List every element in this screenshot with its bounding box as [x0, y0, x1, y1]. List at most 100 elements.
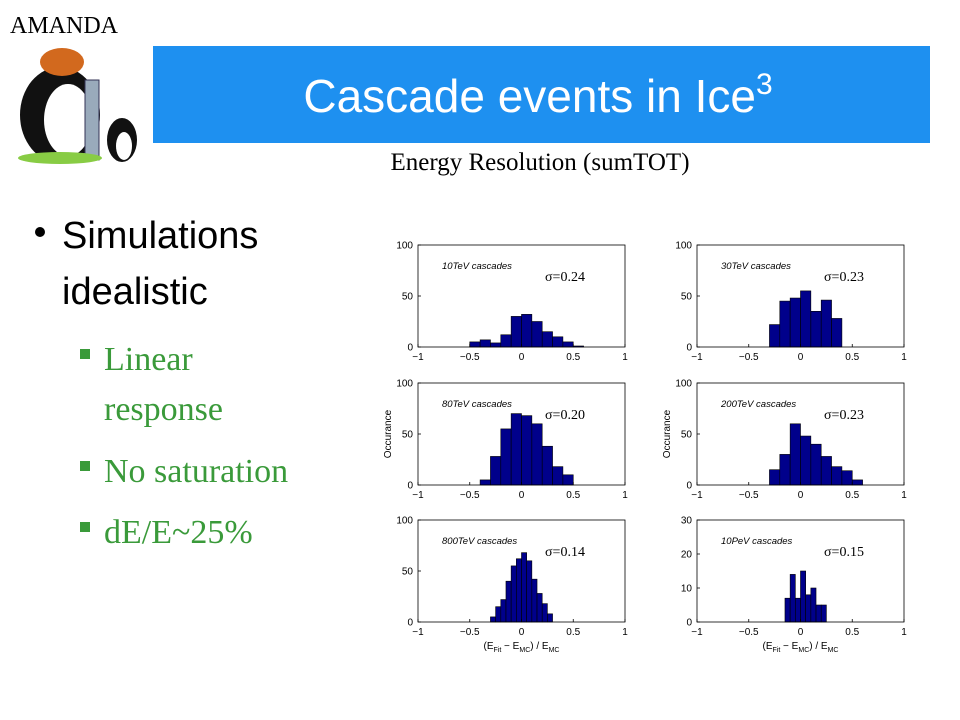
- panel-annotation: 30TeV cascades: [721, 261, 791, 272]
- bullet-line: Simulations: [62, 215, 258, 257]
- panel-annotation: 200TeV cascades: [720, 399, 796, 410]
- histogram-panel: −1 −0.5 0 0.5 1 0 50 100 80TeV cascades σ=0.20 Occ…: [383, 379, 628, 502]
- x-axis-label-subscript: MC: [549, 647, 560, 654]
- x-tick-label: −1: [412, 490, 424, 501]
- y-tick-label: 50: [681, 292, 693, 303]
- y-tick-label: 100: [396, 241, 413, 252]
- x-tick-label: 0.5: [566, 352, 580, 363]
- y-tick-label: 50: [402, 567, 414, 578]
- x-axis-label-part: (E: [763, 641, 773, 652]
- sub-bullet-marker: [80, 349, 90, 359]
- x-tick-label: 0.5: [845, 490, 859, 501]
- bullet-line: idealistic: [62, 271, 208, 313]
- y-axis-label: Occurance: [662, 409, 673, 458]
- histogram-bar: [831, 318, 843, 348]
- histogram-bar: [789, 423, 801, 486]
- histogram-bar: [851, 479, 863, 486]
- histogram-bar: [526, 560, 533, 623]
- title-text: Cascade events in Ice: [303, 70, 756, 122]
- histogram-bar: [541, 603, 548, 623]
- subtitle: Energy Resolution (sumTOT): [390, 149, 689, 176]
- x-tick-label: −0.5: [460, 627, 480, 638]
- histogram-bar: [769, 469, 781, 486]
- y-tick-label: 0: [407, 481, 413, 492]
- histogram-bar: [769, 324, 781, 348]
- x-axis-label-subscript: Fit: [773, 647, 781, 654]
- x-tick-label: 0.5: [566, 490, 580, 501]
- histogram-bar: [521, 415, 533, 486]
- histogram-bar: [531, 578, 538, 623]
- x-axis-label-part: − E: [501, 641, 519, 652]
- x-tick-label: 0: [798, 352, 804, 363]
- x-tick-label: −0.5: [460, 352, 480, 363]
- histogram-bar: [510, 565, 517, 623]
- sub-bullet-line: dE/E~25%: [104, 514, 253, 551]
- x-tick-label: 1: [901, 490, 907, 501]
- histogram-bar: [536, 593, 543, 623]
- histogram-bar: [552, 466, 564, 486]
- panel-annotation: 80TeV cascades: [442, 399, 512, 410]
- x-tick-label: 1: [901, 352, 907, 363]
- histogram-bar: [500, 599, 507, 623]
- histogram-bar: [521, 552, 527, 623]
- histogram-bar: [810, 310, 822, 348]
- penguin-logo: [18, 48, 137, 164]
- y-tick-label: 100: [396, 516, 413, 527]
- histogram-bar: [531, 423, 543, 486]
- x-axis-label-subscript: MC: [828, 647, 839, 654]
- histogram-bar: [552, 336, 564, 348]
- x-tick-label: 0: [798, 490, 804, 501]
- histogram-bar: [841, 470, 853, 486]
- x-axis-label-part: (E: [484, 641, 494, 652]
- histogram-bar: [516, 558, 522, 623]
- x-tick-label: −1: [412, 627, 424, 638]
- panel-annotation: 10PeV cascades: [721, 536, 793, 547]
- sub-bullet-line: No saturation: [104, 453, 288, 490]
- sigma-label: σ=0.23: [824, 408, 864, 423]
- sub-bullet-line: Linear: [104, 341, 193, 378]
- y-tick-label: 20: [681, 550, 693, 561]
- y-tick-label: 0: [407, 343, 413, 354]
- histogram-bar: [810, 587, 817, 623]
- x-tick-label: −1: [412, 352, 424, 363]
- panel-annotation: 10TeV cascades: [442, 261, 512, 272]
- y-tick-label: 50: [402, 292, 414, 303]
- y-tick-label: 0: [686, 618, 692, 629]
- title-superscript: 3: [756, 68, 773, 101]
- x-tick-label: 1: [622, 627, 628, 638]
- histogram-bar: [800, 290, 812, 348]
- histogram-panel: −1 −0.5 0 0.5 1 0 50 100 30TeV cascades σ=0.23: [675, 241, 907, 364]
- histogram-bar: [500, 428, 512, 486]
- histogram-bar: [469, 341, 481, 348]
- sigma-label: σ=0.23: [824, 270, 864, 285]
- x-axis-label-part: − E: [780, 641, 798, 652]
- bullet-dot: [35, 227, 45, 237]
- x-axis-label-subscript: MC: [798, 647, 809, 654]
- sigma-label: σ=0.20: [545, 408, 585, 423]
- histogram-bar: [479, 479, 491, 486]
- histogram-bar: [510, 413, 522, 486]
- y-tick-label: 30: [681, 516, 693, 527]
- x-tick-label: 1: [622, 352, 628, 363]
- histogram-bar: [831, 466, 843, 486]
- histogram-bar: [490, 456, 502, 486]
- histogram-bar: [495, 606, 502, 623]
- x-tick-label: 0: [798, 627, 804, 638]
- x-axis-label-part: ) / E: [530, 641, 549, 652]
- x-tick-label: 0.5: [845, 352, 859, 363]
- x-axis-label-subscript: Fit: [494, 647, 502, 654]
- histogram-bar: [500, 334, 512, 348]
- y-tick-label: 100: [396, 379, 413, 390]
- histogram-bar: [810, 443, 822, 486]
- histogram-bar: [820, 456, 832, 486]
- histogram-bar: [505, 580, 512, 623]
- histogram-panel: −1 −0.5 0 0.5 1 0 50 100 800TeV cascades σ=0.14 (E…: [396, 516, 628, 655]
- histogram-bar: [490, 616, 496, 623]
- histogram-bar: [547, 613, 553, 623]
- histogram-panel: −1 −0.5 0 0.5 1 0 50 100 10TeV cascades σ=0.24: [396, 241, 628, 364]
- x-tick-label: 0: [519, 352, 525, 363]
- histogram-bar: [805, 594, 812, 623]
- x-axis-label-part: ) / E: [809, 641, 828, 652]
- y-tick-label: 50: [402, 430, 414, 441]
